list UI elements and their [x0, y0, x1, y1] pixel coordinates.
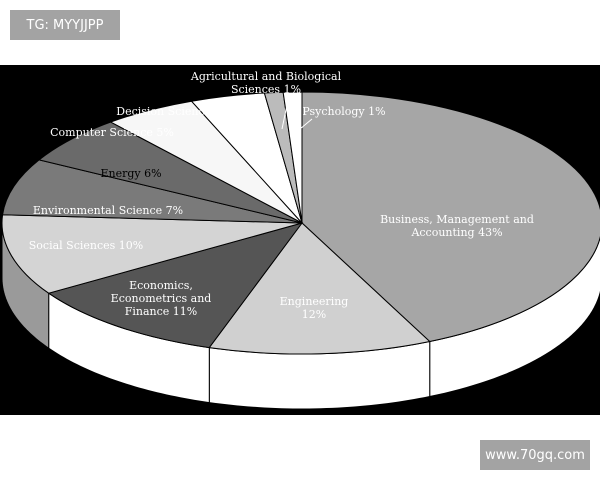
pie-chart: Business, Management and Accounting 43% En…	[1, 70, 600, 410]
pie-slice-9	[282, 91, 303, 224]
slice-label-3: Social Sciences 10%	[29, 239, 143, 252]
leader-line-9	[299, 118, 313, 130]
pie-sides	[1, 222, 600, 410]
slice-label-8: Agricultural and Biological Sciences 1%	[190, 70, 342, 96]
chart-area: Business, Management and Accounting 43% En…	[0, 65, 600, 415]
pie-slice-1	[208, 222, 431, 355]
pie-leaders	[281, 104, 313, 130]
pie-labels: Business, Management and Accounting 43% En…	[29, 70, 534, 321]
slice-label-5: Energy 6%	[100, 167, 161, 180]
slice-label-0: Business, Management and Accounting 43%	[380, 213, 534, 239]
slice-label-7: Decision Sciences 4%	[116, 105, 237, 118]
watermark-top-left: TG: MYYJJPP	[10, 10, 120, 40]
pie-slice-4	[2, 159, 303, 224]
slice-label-6: Computer Science 5%	[50, 126, 174, 139]
pie-slice-3	[1, 214, 303, 294]
pie-slice-0	[301, 91, 600, 343]
pie-tops	[1, 91, 600, 355]
pie-slice-2	[47, 222, 304, 349]
slice-label-1: Engineering 12%	[280, 295, 349, 321]
slice-label-9: Psychology 1%	[302, 105, 385, 118]
slice-label-4: Environmental Science 7%	[33, 204, 183, 217]
slice-label-2: Economics, Econometrics and Finance 11%	[111, 279, 212, 318]
watermark-bottom-right: www.70gq.com	[480, 440, 590, 470]
leader-line-8	[281, 104, 288, 130]
